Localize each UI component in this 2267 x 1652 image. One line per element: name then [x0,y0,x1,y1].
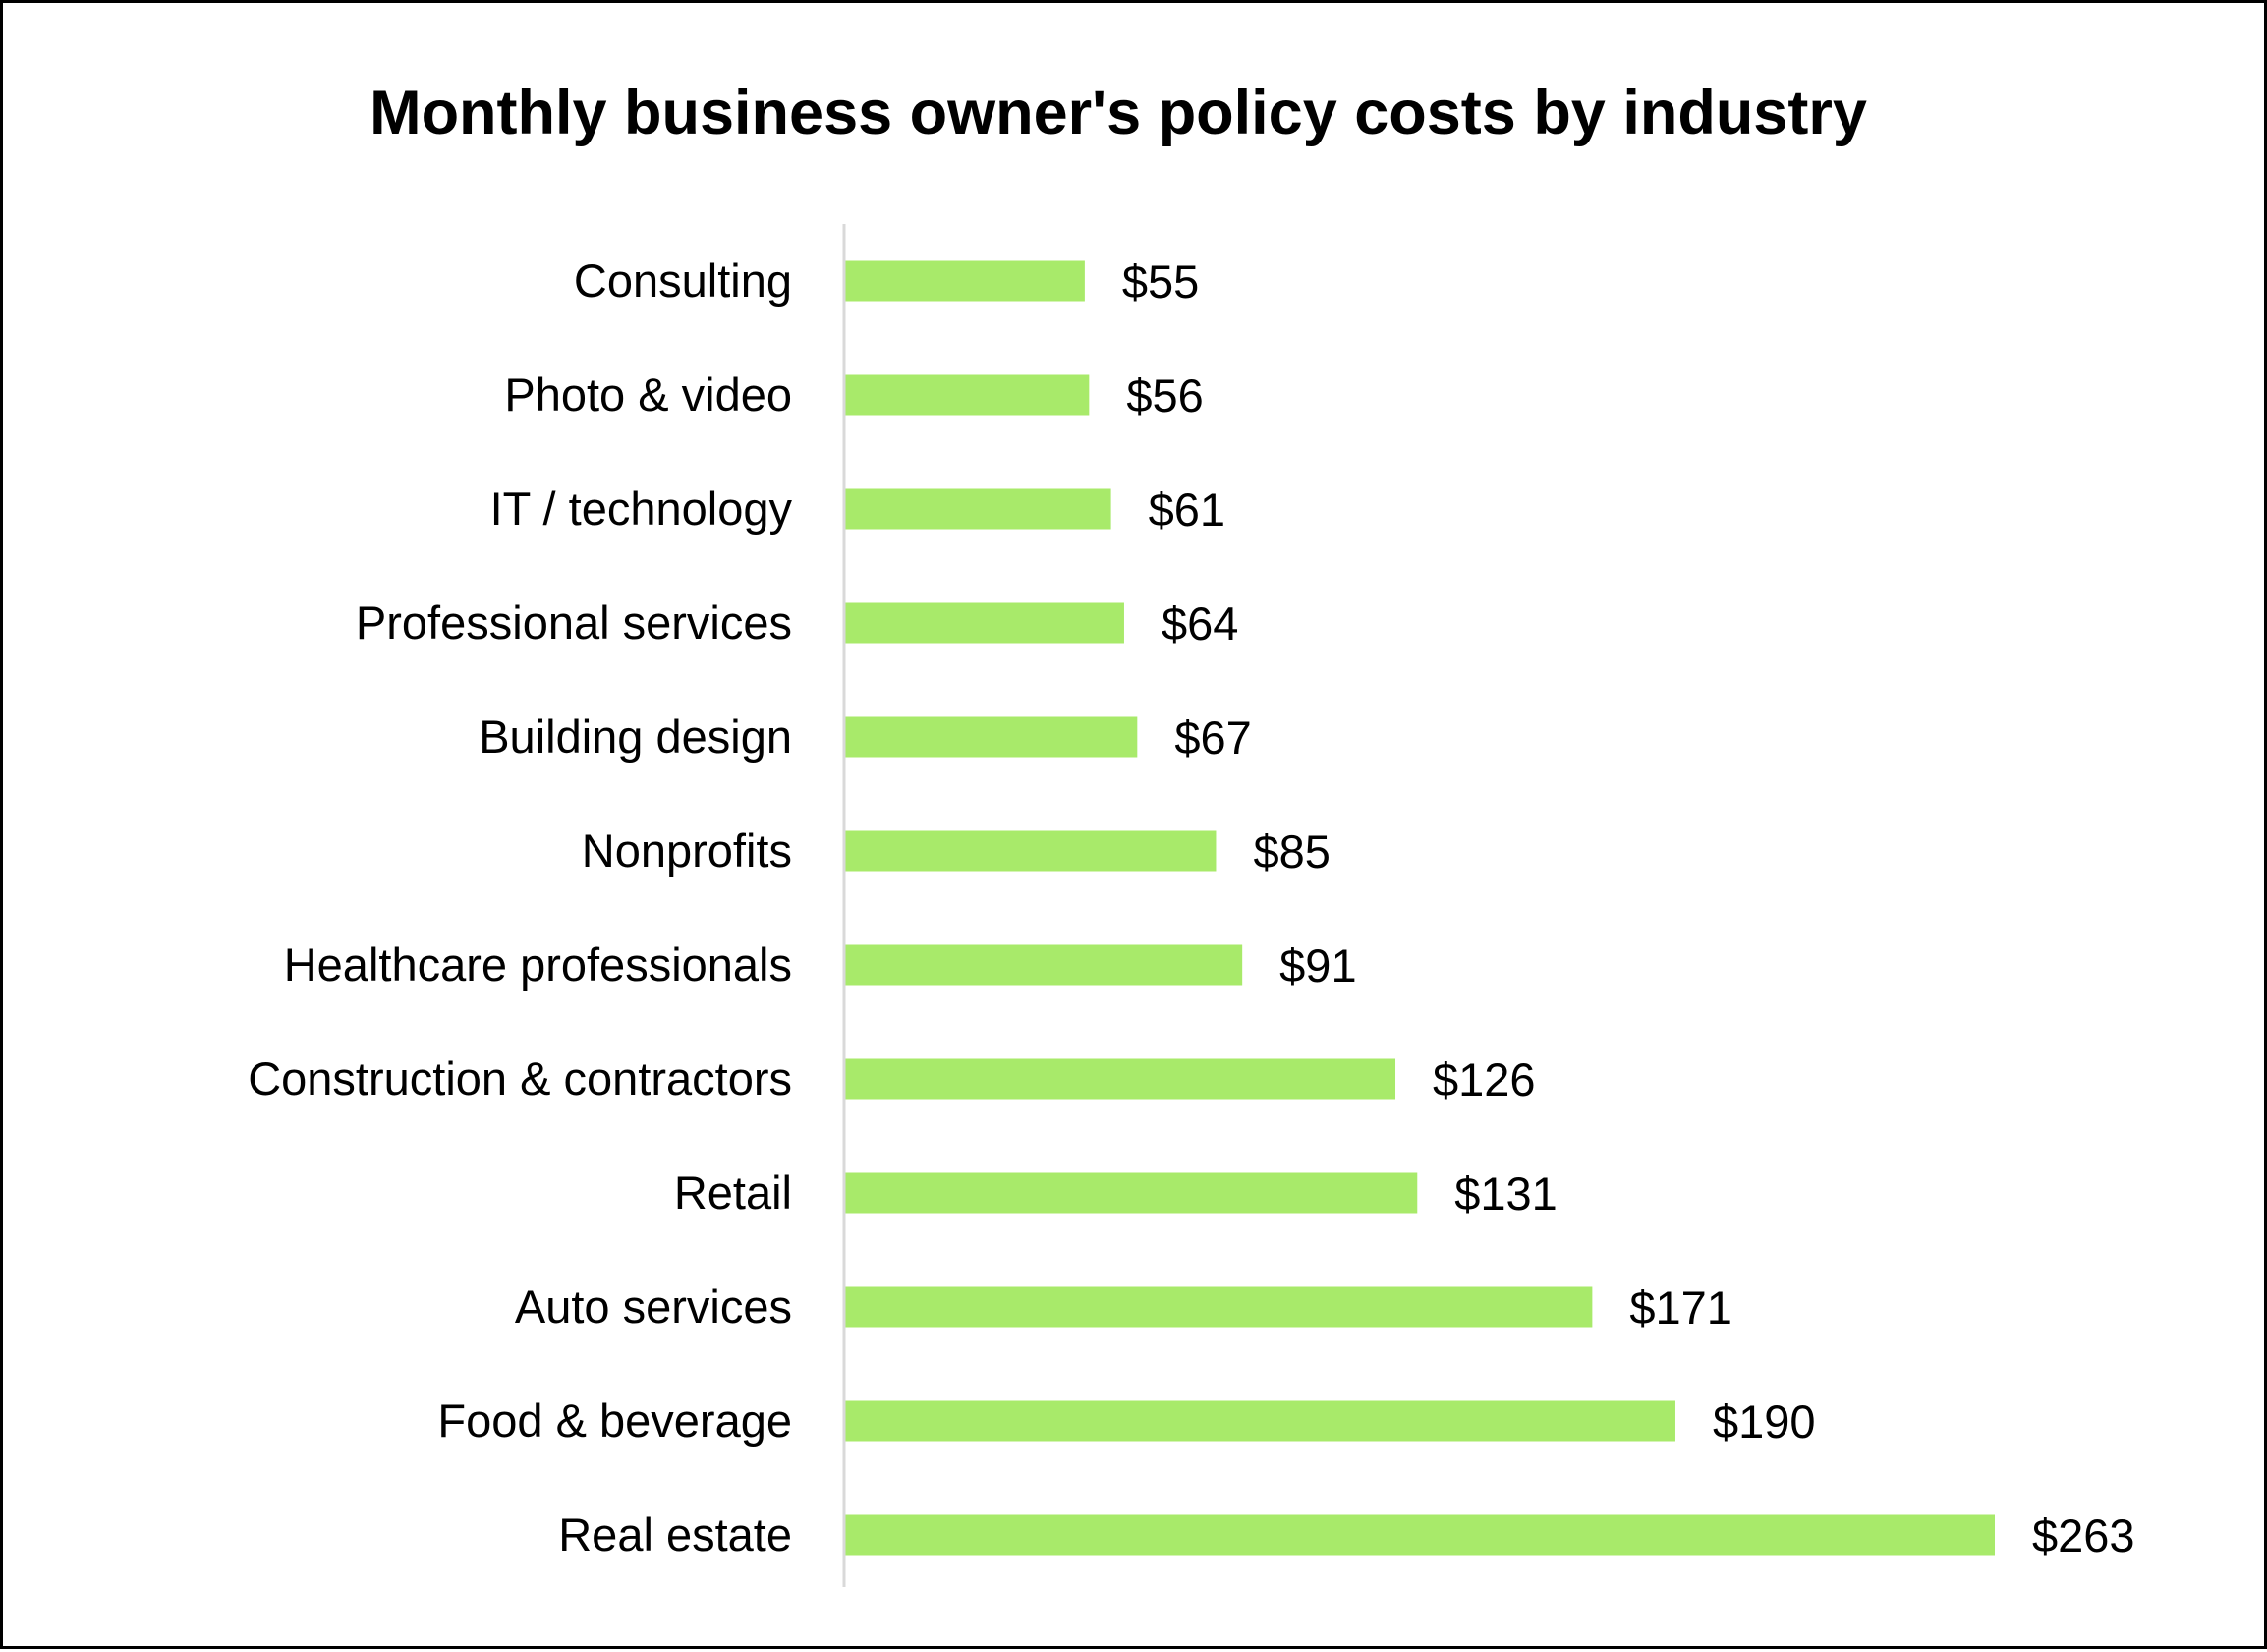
bar-chart: Monthly business owner's policy costs by… [248,79,2135,1587]
bar [844,1400,1675,1442]
category-label: Food & beverage [437,1395,792,1447]
data-label: $171 [1629,1282,1732,1334]
data-label: $67 [1174,712,1251,764]
data-label: $55 [1122,256,1199,308]
bar [844,602,1124,644]
bar [844,1286,1593,1328]
bar [844,716,1138,758]
category-label: Photo & video [504,369,792,421]
data-label: $56 [1126,370,1203,422]
data-label: $190 [1713,1396,1816,1448]
category-label: Healthcare professionals [284,939,792,991]
data-label: $263 [2032,1510,2135,1562]
category-label: Building design [479,711,792,763]
bar [844,830,1217,872]
category-label: Professional services [356,597,792,649]
category-label: IT / technology [490,483,793,535]
bars-layer: Consulting $55 Photo & video $56 IT / techno… [248,255,2134,1562]
bar [844,1514,1995,1556]
data-label: $64 [1162,598,1238,650]
category-label: Auto services [515,1281,792,1333]
bar [844,260,1085,302]
category-label: Real estate [558,1509,792,1561]
data-label: $61 [1149,484,1225,536]
category-label: Nonprofits [582,825,792,877]
data-label: $126 [1433,1054,1536,1106]
bar [844,1058,1396,1100]
chart-title: Monthly business owner's policy costs by… [369,79,1867,147]
data-label: $131 [1454,1168,1558,1220]
data-label: $91 [1279,940,1356,992]
data-label: $85 [1253,826,1330,878]
bar [844,374,1090,416]
bar [844,1172,1418,1214]
category-label: Consulting [574,255,792,307]
bar [844,944,1243,986]
category-label: Construction & contractors [248,1053,792,1105]
category-label: Retail [674,1167,792,1219]
bar [844,488,1111,530]
